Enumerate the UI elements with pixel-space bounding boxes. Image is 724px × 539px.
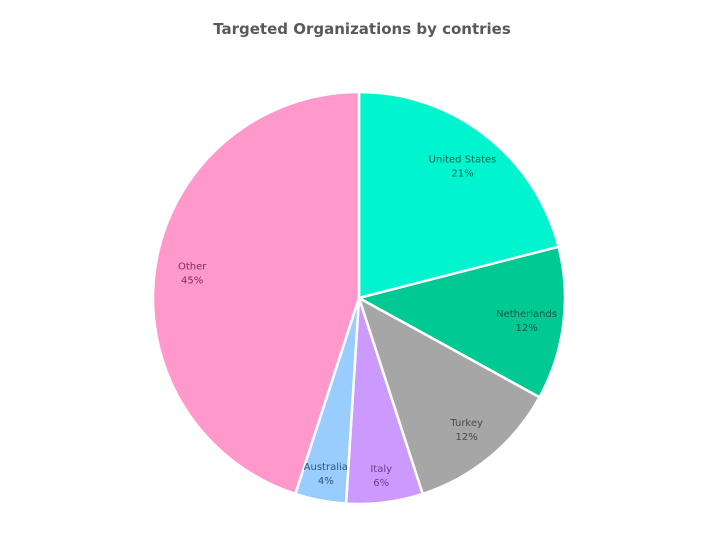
slice-label-italy: Italy [370,464,392,475]
slice-label-netherlands: Netherlands [496,309,557,320]
slice-value-netherlands: 12% [515,323,537,334]
slice-label-turkey: Turkey [449,418,483,429]
slice-label-other: Other [178,262,207,273]
slice-value-turkey: 12% [456,432,478,443]
slice-value-italy: 6% [373,478,389,489]
slice-label-united-states: United States [429,155,497,166]
chart-title: Targeted Organizations by contries [213,20,511,38]
pie-slice-netherlands [355,245,567,399]
pie-slice-other [151,90,361,496]
pie-slice-turkey [356,295,542,496]
slice-value-united-states: 21% [451,169,473,180]
slice-value-other: 45% [181,276,203,287]
slice-label-australia: Australia [304,462,348,473]
pie-slice-united-states [357,90,561,300]
slice-value-australia: 4% [318,476,334,487]
